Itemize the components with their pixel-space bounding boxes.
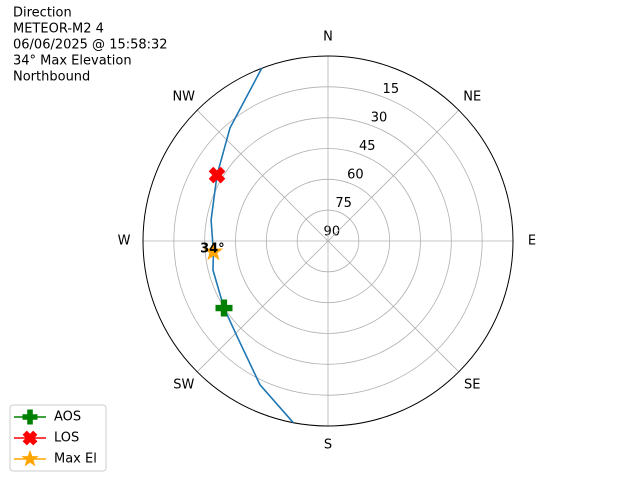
legend-label: Max El: [54, 452, 97, 467]
grid-spoke: [327, 240, 460, 373]
value-label: 34°: [200, 241, 225, 256]
legend-marker: [22, 409, 38, 425]
r-tick-label: 75: [335, 196, 352, 211]
r-tick-label: 15: [383, 82, 400, 97]
marker: [208, 166, 226, 184]
r-tick-label: 60: [347, 167, 364, 182]
theta-tick-label: SE: [464, 378, 480, 393]
pass-line: [210, 67, 294, 424]
title-line: Direction: [13, 6, 72, 21]
frame: [142, 55, 514, 427]
legend-box: [9, 404, 107, 472]
marker: [215, 299, 233, 317]
theta-tick-label: NE: [463, 89, 481, 104]
title-line: Northbound: [13, 70, 90, 85]
marker: [203, 241, 224, 261]
legend-marker: [21, 449, 39, 467]
title-line: METEOR-M2 4: [13, 22, 104, 37]
title-line: 06/06/2025 @ 15:58:32: [13, 38, 168, 53]
theta-tick-label: W: [118, 234, 131, 249]
theta-tick-label: NW: [172, 89, 195, 104]
legend-label: LOS: [54, 431, 79, 446]
r-tick-label: 45: [359, 139, 376, 154]
grid-spoke: [196, 109, 329, 242]
title-line: 34° Max Elevation: [13, 54, 132, 69]
grid-spoke: [196, 240, 329, 373]
grid-spoke: [327, 109, 460, 242]
theta-tick-label: S: [324, 438, 332, 453]
theta-tick-label: SW: [173, 378, 194, 393]
legend-marker: [22, 430, 38, 446]
legend-label: AOS: [54, 410, 81, 425]
theta-tick-label: E: [528, 234, 536, 249]
r-tick-label: 30: [371, 110, 388, 125]
theta-tick-label: N: [323, 30, 333, 45]
